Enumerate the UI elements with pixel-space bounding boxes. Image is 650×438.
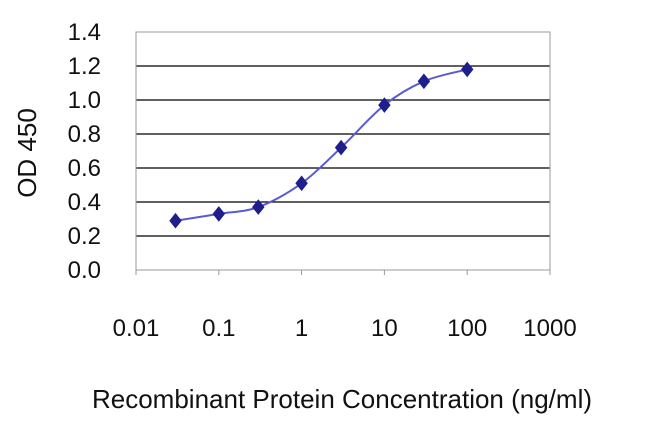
- y-tick-label: 1.0: [68, 87, 101, 114]
- data-point: [378, 97, 391, 113]
- data-point: [334, 139, 348, 156]
- x-tick-label: 0.1: [202, 315, 235, 342]
- y-axis-title: OD 450: [12, 108, 42, 198]
- data-point: [212, 206, 226, 222]
- data-point: [295, 175, 308, 192]
- y-tick-labels: 0.0 0.2 0.4 0.6 0.8 1.0 1.2 1.4: [68, 19, 101, 284]
- data-point: [417, 73, 431, 90]
- series-layer: [169, 61, 474, 229]
- data-point: [460, 61, 474, 78]
- grid-layer: [136, 65, 550, 237]
- series-line: [175, 68, 468, 222]
- y-tick-label: 1.4: [68, 19, 101, 46]
- data-point: [169, 212, 182, 229]
- y-tick-label: 0.8: [68, 121, 101, 148]
- x-tick-label: 100: [447, 315, 487, 342]
- x-tick-label: 10: [371, 315, 398, 342]
- plot-frame: [135, 31, 551, 275]
- x-axis-title: Recombinant Protein Concentration (ng/ml…: [92, 384, 592, 414]
- x-tick-label: 1000: [523, 315, 576, 342]
- x-tick-label: 0.01: [113, 315, 160, 342]
- x-tick-label: 1: [295, 315, 308, 342]
- y-tick-label: 0.2: [68, 223, 101, 250]
- x-tick-labels: 0.01 0.1 1 10 100 1000: [113, 315, 577, 342]
- y-tick-label: 0.0: [68, 257, 101, 284]
- plot-border: [135, 31, 551, 271]
- data-point: [252, 199, 265, 215]
- y-tick-label: 0.6: [68, 155, 101, 182]
- y-tick-label: 1.2: [68, 53, 101, 80]
- y-tick-label: 0.4: [68, 189, 101, 216]
